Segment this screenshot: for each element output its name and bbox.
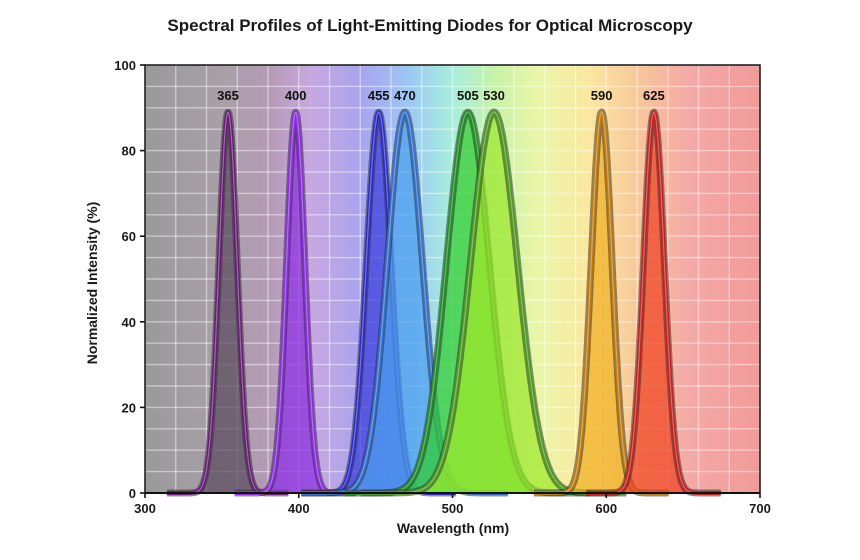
peak-label-400: 400 (285, 88, 307, 103)
series-fill-590 (534, 112, 670, 493)
x-axis-label: Wavelength (nm) (396, 520, 510, 536)
peak-label-590: 590 (591, 88, 613, 103)
x-tick-label: 600 (595, 501, 617, 516)
peak-label-505: 505 (457, 88, 479, 103)
peak-label-365: 365 (217, 88, 239, 103)
chart-title: Spectral Profiles of Light-Emitting Diod… (167, 16, 693, 35)
series-fill-455 (301, 112, 457, 493)
peak-label-455: 455 (368, 88, 390, 103)
series-fill-470 (301, 112, 509, 493)
y-tick-label: 0 (129, 486, 136, 501)
peak-label-530: 530 (483, 88, 505, 103)
series-fill-365 (166, 112, 290, 494)
peak-label-625: 625 (643, 88, 665, 103)
y-tick-label: 80 (122, 144, 136, 159)
y-tick-label: 100 (114, 58, 136, 73)
series-fill-625 (586, 112, 722, 493)
x-tick-label: 300 (134, 501, 156, 516)
x-tick-label: 700 (749, 501, 771, 516)
x-tick-label: 400 (288, 501, 310, 516)
y-tick-label: 60 (122, 229, 136, 244)
series-fill-530 (361, 112, 627, 493)
y-tick-label: 20 (122, 400, 136, 415)
series-fill-400 (234, 112, 357, 494)
x-tick-label: 500 (442, 501, 464, 516)
peak-label-470: 470 (394, 88, 416, 103)
y-tick-label: 40 (122, 315, 136, 330)
